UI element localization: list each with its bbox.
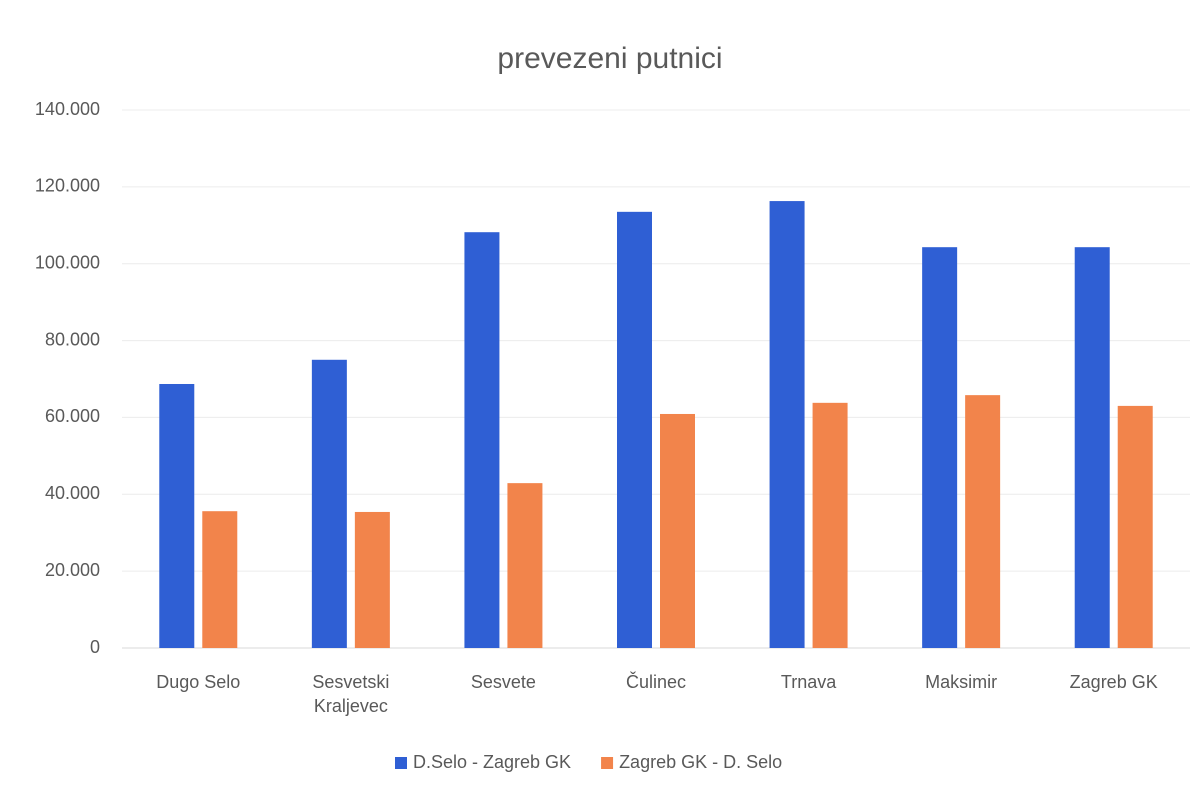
bar	[965, 395, 1001, 648]
y-tick-label: 0	[90, 637, 100, 657]
chart-title: prevezeni putnici	[497, 42, 722, 75]
bar	[922, 247, 958, 648]
y-tick-label: 60.000	[45, 406, 100, 426]
legend-swatch	[395, 757, 407, 769]
x-tick-label: Čulinec	[625, 672, 687, 692]
y-tick-label: 80.000	[45, 329, 100, 349]
bar	[769, 201, 805, 648]
bar	[464, 232, 500, 648]
x-tick-label: Trnava	[780, 672, 837, 692]
bar	[202, 511, 238, 648]
bar	[507, 483, 543, 648]
x-tick-label: Sesvetski Kraljevec	[312, 672, 390, 716]
y-tick-label: 20.000	[45, 560, 100, 580]
y-tick-label: 120.000	[35, 176, 100, 196]
bar	[1074, 247, 1110, 648]
y-tick-label: 140.000	[35, 99, 100, 119]
legend-label: Zagreb GK - D. Selo	[619, 752, 782, 772]
x-tick-label: Zagreb GK	[1069, 672, 1158, 692]
bar	[159, 383, 195, 648]
legend-label: D.Selo - Zagreb GK	[413, 752, 571, 772]
x-tick-label: Dugo Selo	[156, 672, 241, 692]
y-tick-label: 40.000	[45, 483, 100, 503]
x-tick-label: Sesvete	[470, 672, 536, 692]
bar	[660, 413, 695, 648]
x-tick-label: Maksimir	[925, 672, 998, 692]
bar	[617, 211, 652, 649]
bar	[311, 359, 347, 648]
bar	[354, 511, 390, 648]
y-tick-label: 100.000	[35, 252, 100, 272]
bar	[1117, 405, 1153, 648]
bar	[812, 402, 848, 648]
legend-swatch	[601, 757, 614, 769]
